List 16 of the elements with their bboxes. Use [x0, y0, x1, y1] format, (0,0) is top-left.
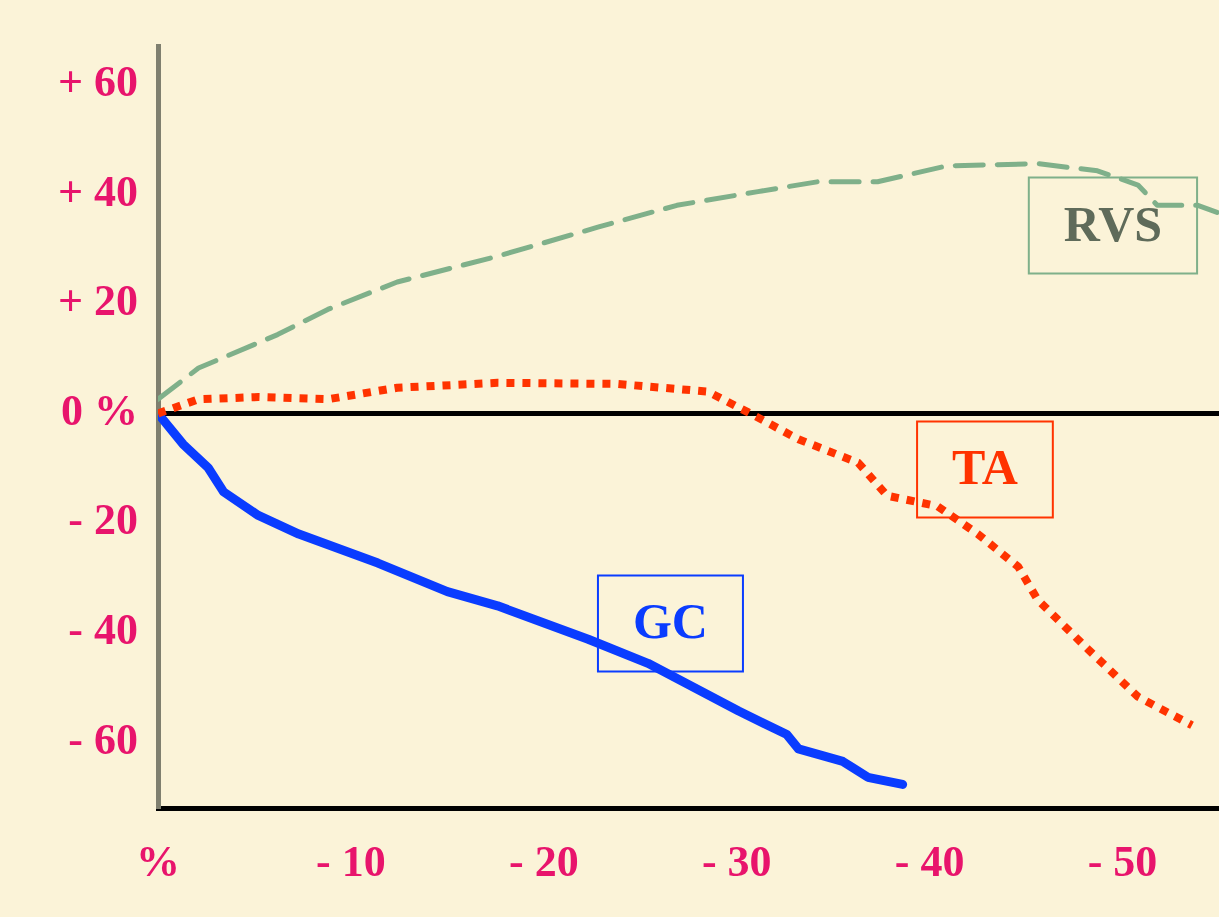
y-tick-label: + 20 — [57, 276, 138, 326]
y-tick-label: - 60 — [68, 714, 138, 764]
series-label: TA — [952, 439, 1018, 496]
series-label: RVS — [1063, 195, 1163, 252]
x-tick-label: - 10 — [316, 836, 386, 886]
x-tick-label: - 50 — [1087, 836, 1158, 886]
y-tick-label: 0 % — [61, 385, 138, 435]
x-tick-label: % — [136, 836, 180, 886]
y-tick-label: + 60 — [57, 57, 138, 107]
x-tick-label: - 20 — [508, 836, 579, 886]
series-label: GC — [632, 593, 708, 650]
x-tick-label: - 30 — [701, 836, 772, 886]
y-tick-label: - 20 — [68, 495, 138, 545]
x-tick-label: - 40 — [894, 836, 965, 886]
y-tick-label: + 40 — [57, 166, 138, 216]
y-tick-label: - 40 — [68, 605, 138, 655]
